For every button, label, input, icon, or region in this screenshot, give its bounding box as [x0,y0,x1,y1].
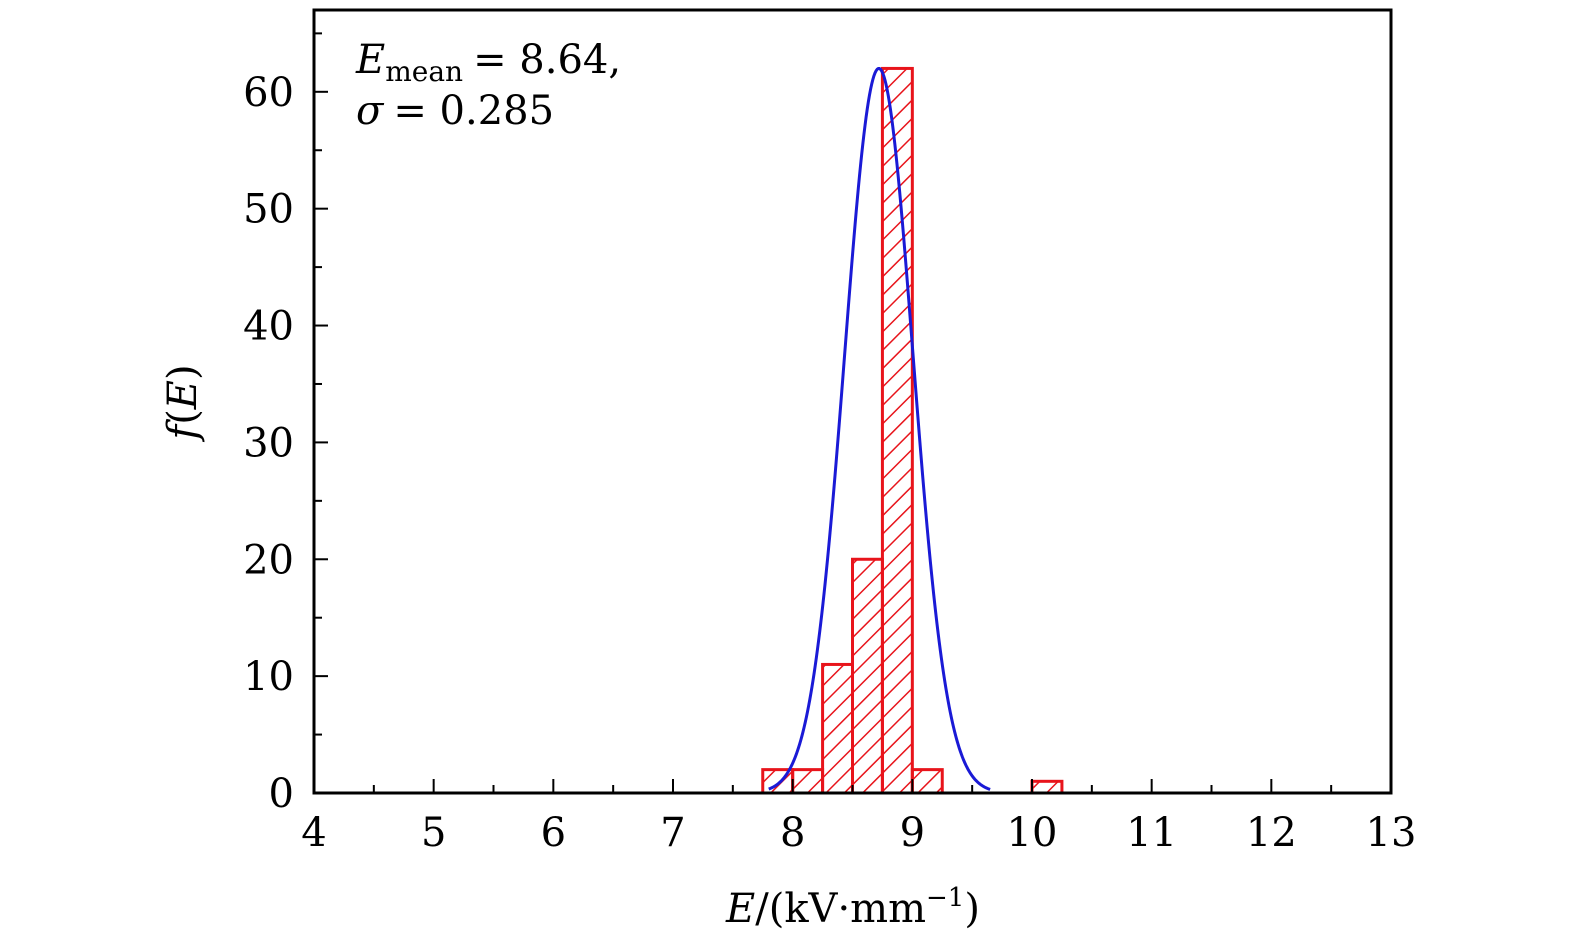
x-tick-label: 7 [660,810,685,856]
x-tick-label: 6 [541,810,566,856]
x-axis-title: E/(kV·mm−1) [725,883,980,932]
x-tick-label: 9 [900,810,925,856]
x-tick-label: 10 [1007,810,1058,856]
x-tick-label: 4 [301,810,326,856]
histogram-bar-6 [1030,779,1064,795]
y-tick-label: 40 [243,304,294,350]
y-tick-label: 30 [243,420,294,466]
y-axis-title: f(E) [160,364,206,442]
x-tick-label: 11 [1126,810,1177,856]
normal-fit-curve [768,66,991,791]
histogram-bar-3 [851,557,884,795]
y-tick-label: 20 [243,537,294,583]
histogram-bar-5 [910,768,944,795]
y-tick-label: 50 [243,187,294,233]
histogram-bar-1 [791,768,825,795]
histogram-bar-4 [880,66,914,795]
histogram-bars [761,66,1064,795]
annotation-mean: Emean = 8.64, [355,37,621,88]
x-tick-labels: 4 5 6 7 8 9 10 11 12 13 [301,810,1416,856]
y-tick-labels: 0 10 20 30 40 50 60 [243,70,294,817]
x-tick-label: 8 [780,810,805,856]
y-tick-label: 10 [243,654,294,700]
axis-ticks [313,32,1392,794]
annotation-sigma: σ = 0.285 [356,88,554,134]
y-tick-label: 0 [269,771,294,817]
x-tick-label: 13 [1366,810,1417,856]
histogram-bar-2 [821,662,854,795]
x-tick-label: 12 [1246,810,1297,856]
x-tick-label: 5 [421,810,446,856]
y-tick-label: 60 [243,70,294,116]
